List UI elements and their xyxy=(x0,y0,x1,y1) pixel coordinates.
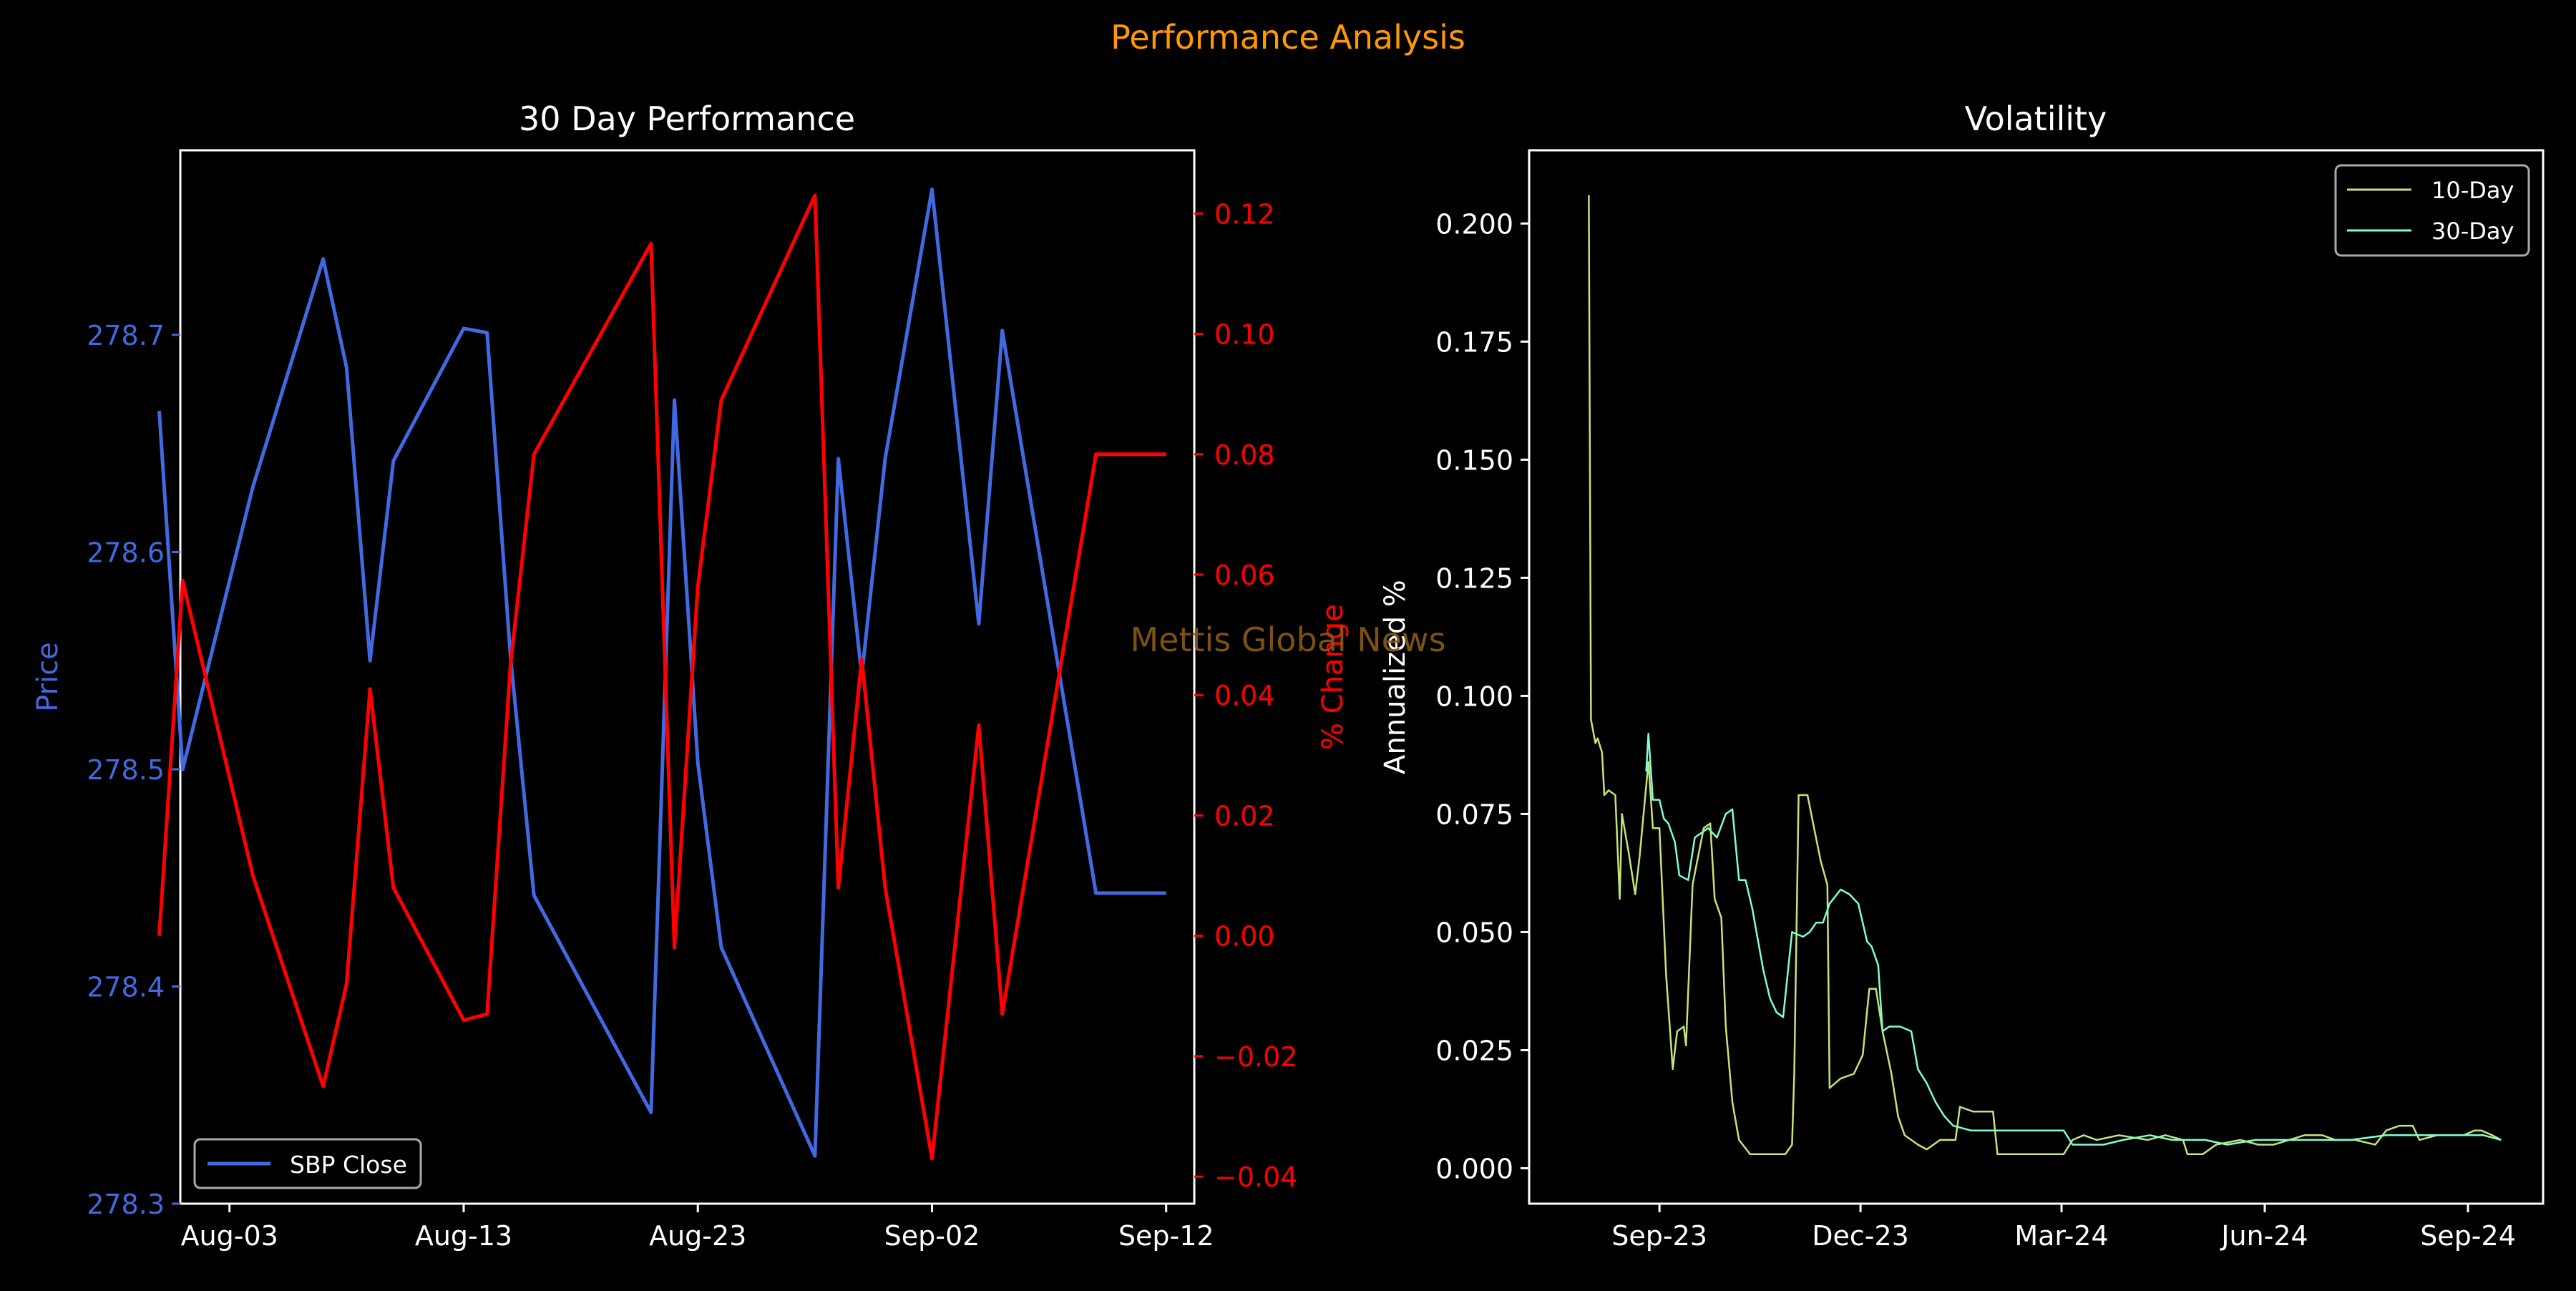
right-x-axis: Sep-23 Dec-23 Mar-24 Jun-24 Sep-24 xyxy=(1611,1204,2516,1252)
left-x-tick-label: Aug-23 xyxy=(649,1220,746,1252)
left-y-tick-label: 278.7 xyxy=(87,320,165,351)
left-chart: 30 Day Performance 278.3278.4278.5278.62… xyxy=(31,99,1350,1252)
left-y2-tick-label: −0.04 xyxy=(1214,1161,1297,1193)
right-y-tick-label: 0.100 xyxy=(1435,681,1513,712)
legend-label-30-day: 30-Day xyxy=(2431,218,2514,245)
left-y2-tick-label: 0.04 xyxy=(1214,680,1275,711)
right-chart-title: Volatility xyxy=(1965,99,2107,138)
left-y2-axis-label: % Change xyxy=(1317,604,1350,750)
left-series-lines xyxy=(157,187,1166,1161)
series-line-30-day xyxy=(1645,732,2502,1146)
legend-label-10-day: 10-Day xyxy=(2431,177,2514,204)
left-x-tick-label: Sep-12 xyxy=(1118,1220,1214,1252)
left-y2-tick-label: −0.02 xyxy=(1214,1041,1297,1073)
left-y2-tick-label: 0.08 xyxy=(1214,439,1275,471)
series-line-sbp-close xyxy=(157,187,1166,1158)
left-y2-tick-label: 0.00 xyxy=(1214,921,1275,953)
legend-label-sbp-close: SBP Close xyxy=(290,1151,407,1179)
right-x-tick-label: Jun-24 xyxy=(2220,1220,2308,1252)
series-line-10-day xyxy=(1588,195,2502,1155)
right-y-tick-label: 0.200 xyxy=(1435,208,1513,240)
left-y-tick-label: 278.5 xyxy=(87,754,165,786)
right-plot-area xyxy=(1528,149,2545,1205)
left-x-tick-label: Sep-02 xyxy=(884,1220,980,1252)
right-x-tick-label: Dec-23 xyxy=(1812,1220,1909,1252)
left-y-tick-label: 278.4 xyxy=(87,971,165,1003)
right-y-axis: 0.000 0.025 0.050 0.075 0.100 0.125 0.150 0.175… xyxy=(1435,208,1529,1184)
right-x-tick-label: Sep-24 xyxy=(2420,1220,2516,1252)
right-y-tick-label: 0.125 xyxy=(1435,562,1513,594)
right-y-tick-label: 0.000 xyxy=(1435,1153,1513,1184)
left-chart-title: 30 Day Performance xyxy=(519,99,855,138)
right-legend: 10-Day 30-Day xyxy=(2334,164,2530,257)
right-legend-box xyxy=(2334,164,2530,257)
left-x-tick-label: Aug-13 xyxy=(415,1220,512,1252)
left-y-tick-label: 278.3 xyxy=(87,1189,165,1220)
left-x-tick-label: Aug-03 xyxy=(181,1220,278,1252)
right-y-tick-label: 0.075 xyxy=(1435,799,1513,830)
left-y2-tick-label: 0.06 xyxy=(1214,560,1275,591)
right-chart: Volatility 0.000 0.025 0.050 0.075 0.100 0.12… xyxy=(1379,99,2545,1252)
series-line-change xyxy=(157,193,1166,1161)
left-y-axis-label: Price xyxy=(31,642,64,712)
right-series-lines xyxy=(1588,195,2502,1155)
right-y-tick-label: 0.150 xyxy=(1435,444,1513,476)
right-x-tick-label: Mar-24 xyxy=(2014,1220,2108,1252)
left-plot-area xyxy=(179,149,1196,1205)
right-y-tick-label: 0.175 xyxy=(1435,326,1513,358)
left-legend-box xyxy=(193,1138,422,1189)
right-x-tick-label: Sep-23 xyxy=(1611,1220,1707,1252)
figure-title: Performance Analysis xyxy=(1111,18,1465,57)
watermark-text: Mettis Global News xyxy=(1130,620,1445,659)
right-y-tick-label: 0.050 xyxy=(1435,917,1513,948)
left-x-axis: Aug-03 Aug-13 Aug-23 Sep-02 Sep-12 xyxy=(181,1204,1214,1252)
right-y-tick-label: 0.025 xyxy=(1435,1035,1513,1066)
left-y-axis: 278.3 278.4 278.5 278.6 278.7 xyxy=(87,320,180,1220)
left-y-tick-label: 278.6 xyxy=(87,537,165,568)
right-y-axis-label: Annualized % xyxy=(1379,580,1412,774)
left-y2-tick-label: 0.12 xyxy=(1214,198,1275,230)
left-legend: SBP Close xyxy=(193,1138,422,1189)
left-y2-tick-label: 0.02 xyxy=(1214,800,1275,832)
left-y2-axis: −0.04 −0.02 0.00 0.02 0.04 0.06 0.08 0.10 0.12 xyxy=(1194,198,1297,1193)
left-y2-tick-label: 0.10 xyxy=(1214,319,1275,351)
